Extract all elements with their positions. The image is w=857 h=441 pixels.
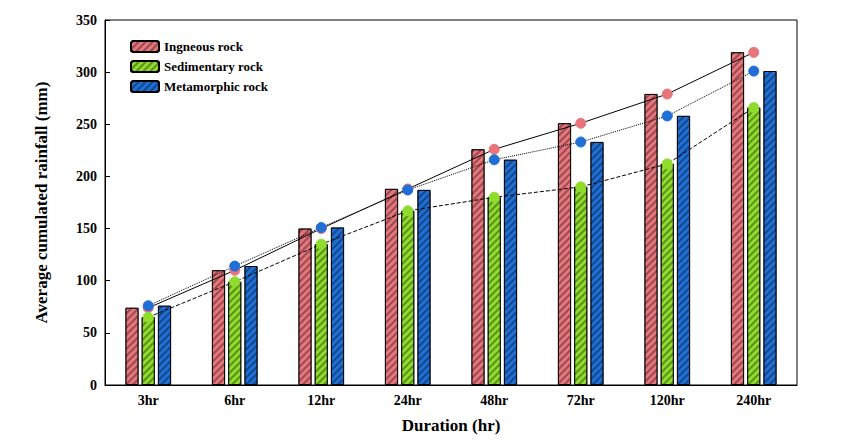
svg-text:3hr: 3hr xyxy=(138,393,159,408)
svg-text:250: 250 xyxy=(76,117,97,132)
svg-text:24hr: 24hr xyxy=(394,393,422,408)
svg-text:6hr: 6hr xyxy=(224,393,245,408)
svg-text:50: 50 xyxy=(83,325,97,340)
svg-text:0: 0 xyxy=(90,378,97,393)
svg-text:240hr: 240hr xyxy=(736,393,771,408)
svg-text:Average cumulated rainfall (mm: Average cumulated rainfall (mm) xyxy=(32,82,51,324)
svg-text:Ingneous rock: Ingneous rock xyxy=(164,39,244,54)
svg-text:48hr: 48hr xyxy=(480,393,508,408)
svg-text:300: 300 xyxy=(76,65,97,80)
svg-text:Duration (hr): Duration (hr) xyxy=(402,416,501,435)
svg-text:350: 350 xyxy=(76,13,97,28)
svg-text:Metamorphic rock: Metamorphic rock xyxy=(164,79,269,94)
svg-text:150: 150 xyxy=(76,221,97,236)
svg-text:200: 200 xyxy=(76,169,97,184)
svg-text:100: 100 xyxy=(76,273,97,288)
svg-text:72hr: 72hr xyxy=(567,393,595,408)
svg-text:Sedimentary rock: Sedimentary rock xyxy=(164,59,264,74)
svg-text:120hr: 120hr xyxy=(650,393,685,408)
svg-text:12hr: 12hr xyxy=(307,393,335,408)
